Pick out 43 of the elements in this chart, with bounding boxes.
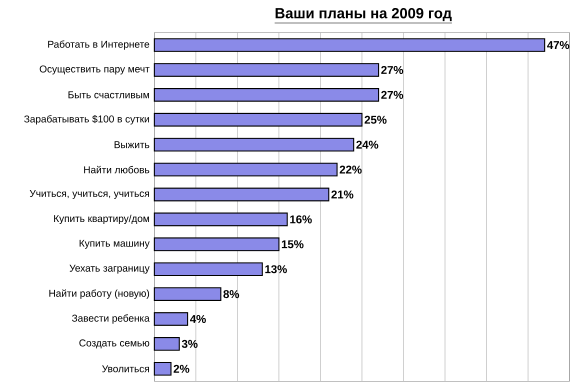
data-label: 25%	[364, 116, 387, 124]
y-tick-label: Найти любовь	[84, 166, 150, 174]
bar	[154, 187, 330, 202]
bar	[154, 336, 180, 351]
data-label: 24%	[356, 140, 378, 148]
y-tick-label: Учиться, учиться, учиться	[30, 190, 149, 199]
data-label: 2%	[174, 364, 190, 373]
y-tick-label: Выжить	[114, 141, 150, 148]
data-label: 16%	[290, 215, 312, 224]
data-label: 4%	[190, 314, 206, 323]
bar	[154, 262, 263, 276]
bar	[154, 88, 380, 102]
y-tick-label: Уехать заграницу	[70, 264, 150, 274]
y-tick-label: Найти работу (новую)	[49, 289, 150, 299]
y-tick-label: Быть счастливым	[68, 91, 149, 98]
y-tick-label: Работать в Интернете	[48, 40, 150, 50]
data-label: 27%	[381, 66, 404, 74]
chart-title: Ваши планы на 2009 год	[276, 8, 452, 21]
data-label: 15%	[282, 240, 304, 248]
bar	[154, 212, 288, 226]
bar	[154, 312, 188, 326]
bar	[154, 162, 338, 176]
data-label: 21%	[331, 190, 354, 198]
y-tick-label: Осуществить пару мечт	[40, 65, 150, 74]
y-tick-label: Уволиться	[102, 365, 149, 372]
data-label: 27%	[381, 90, 404, 99]
bar	[154, 38, 546, 52]
data-label: 3%	[182, 340, 198, 348]
bar	[154, 287, 222, 301]
y-tick-label: Купить квартиру/дом	[54, 214, 150, 224]
data-label: 8%	[223, 290, 240, 298]
y-tick-label: Зарабатывать $100 в сутки	[24, 114, 149, 124]
bar	[154, 237, 280, 251]
y-tick-label: Создать семью	[79, 339, 150, 348]
data-label: 22%	[340, 165, 362, 174]
bar	[154, 112, 362, 126]
bar	[154, 362, 172, 376]
data-label: 13%	[265, 265, 287, 274]
bar	[154, 138, 354, 152]
data-label: 47%	[547, 40, 570, 49]
bar	[154, 62, 380, 77]
y-tick-label: Купить машину	[80, 240, 150, 249]
y-tick-label: Завести ребенка	[72, 314, 150, 324]
